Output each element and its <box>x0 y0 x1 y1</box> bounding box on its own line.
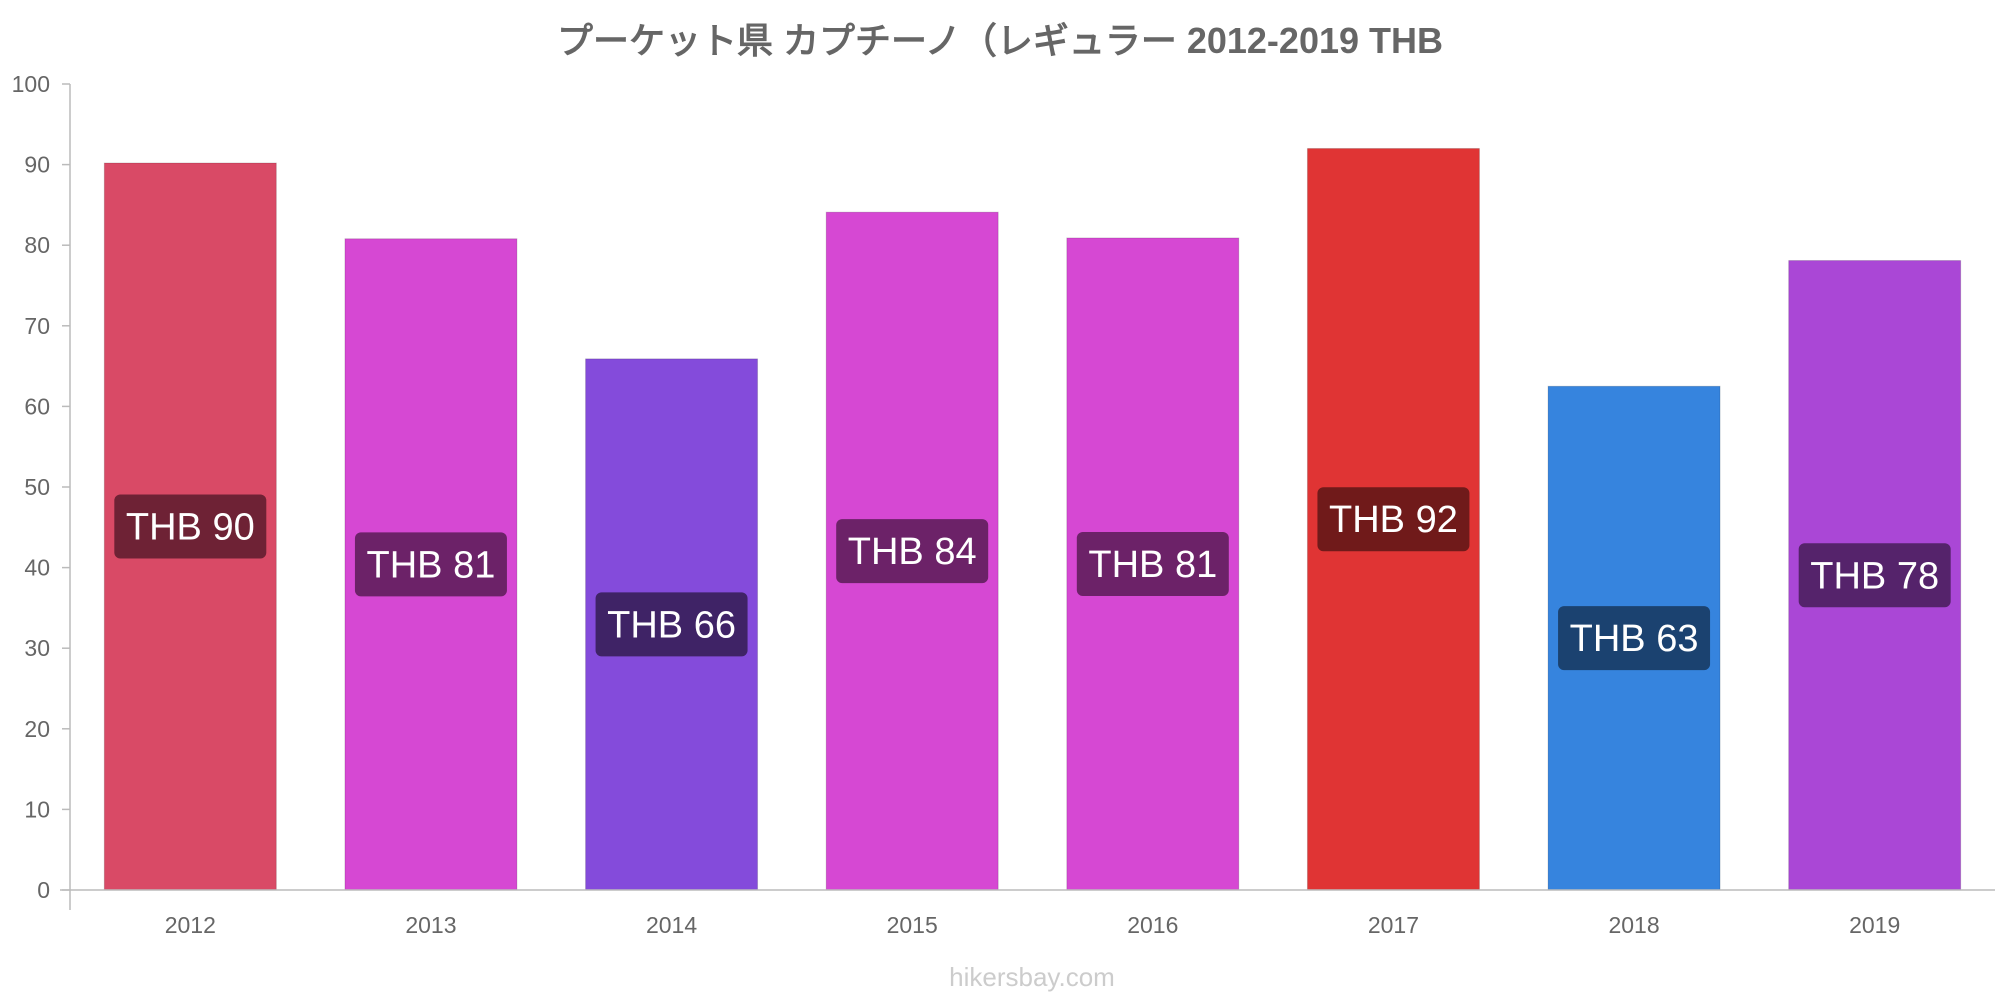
data-label: THB 81 <box>1088 544 1217 586</box>
y-tick-label: 50 <box>24 474 50 500</box>
data-label-box <box>836 519 989 584</box>
x-tick-label: 2012 <box>165 912 216 938</box>
x-tick-label: 2013 <box>405 912 456 938</box>
y-tick-label: 100 <box>12 71 50 97</box>
chart-title: プーケット県 カプチーノ（レギュラー 2012-2019 THB <box>557 20 1443 61</box>
y-tick-label: 40 <box>24 555 50 581</box>
footer-watermark: hikersbay.com <box>949 962 1115 992</box>
bar-series: THB 90 THB 81 THB 66 THB 84 THB 81 THB 92 THB … <box>103 147 1962 891</box>
x-tick-label: 2019 <box>1849 912 1900 938</box>
data-label: THB 63 <box>1570 618 1699 660</box>
y-tick-label: 70 <box>24 313 50 339</box>
y-tick-label: 10 <box>24 796 50 822</box>
x-axis: 2012 2013 2014 2015 2016 2017 2018 2019 <box>60 889 1995 938</box>
data-label: THB 90 <box>126 506 255 548</box>
data-label: THB 84 <box>848 531 977 573</box>
data-label: THB 81 <box>367 544 496 586</box>
data-label-box <box>354 532 507 597</box>
data-label-box <box>1076 531 1229 596</box>
data-label-box <box>1798 543 1951 608</box>
data-label-box <box>595 592 748 657</box>
y-tick-label: 30 <box>24 635 50 661</box>
x-tick-label: 2016 <box>1127 912 1178 938</box>
x-tick-label: 2018 <box>1608 912 1659 938</box>
x-tick-label: 2017 <box>1368 912 1419 938</box>
y-tick-label: 20 <box>24 716 50 742</box>
y-tick-label: 90 <box>24 152 50 178</box>
y-axis: 0 10 20 30 40 50 60 70 80 90 100 <box>12 71 71 910</box>
y-tick-label: 80 <box>24 232 50 258</box>
data-label: THB 66 <box>607 604 736 646</box>
y-tick-label: 60 <box>24 393 50 419</box>
data-label: THB 78 <box>1810 555 1939 597</box>
data-label-box <box>1558 606 1711 671</box>
data-label-box <box>114 494 267 559</box>
data-label-box <box>1317 487 1470 552</box>
y-tick-label: 0 <box>37 877 50 903</box>
data-label: THB 92 <box>1329 499 1458 541</box>
x-tick-label: 2015 <box>887 912 938 938</box>
x-tick-label: 2014 <box>646 912 697 938</box>
